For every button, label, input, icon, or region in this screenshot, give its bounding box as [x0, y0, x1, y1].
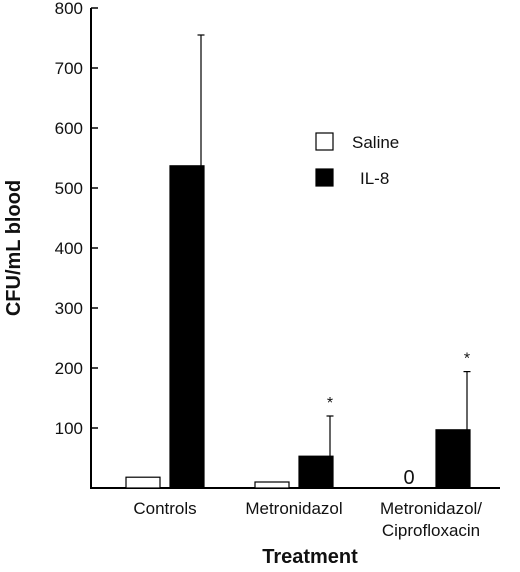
y-axis-title: CFU/mL blood — [3, 180, 25, 316]
y-tick-label: 200 — [55, 359, 83, 378]
legend-label: Saline — [352, 133, 399, 152]
y-tick-label: 800 — [55, 0, 83, 18]
bar-il-8-0 — [169, 165, 205, 489]
significance-marker: * — [327, 395, 333, 412]
significance-marker: * — [464, 351, 470, 368]
legend: Saline IL-8 — [315, 132, 399, 188]
x-category-label: Controls — [133, 499, 196, 518]
legend-swatch-il-8 — [315, 168, 334, 187]
x-category-label: Metronidazol/Ciprofloxacin — [380, 499, 482, 540]
y-tick-label: 100 — [55, 419, 83, 438]
x-axis-title: Treatment — [262, 546, 358, 568]
y-tick-label: 400 — [55, 239, 83, 258]
y-tick-label: 500 — [55, 179, 83, 198]
y-tick-label: 300 — [55, 299, 83, 318]
legend-label: IL-8 — [360, 169, 389, 188]
legend-swatch-saline — [315, 132, 334, 151]
bar-il-8-1 — [298, 455, 334, 489]
plot-area: 100 200 300 400 500 600 700 800 * * 0 Controls Metro… — [55, 0, 500, 540]
x-category-label: Metronidazol — [245, 499, 342, 518]
y-tick-label: 700 — [55, 59, 83, 78]
bar-saline-0 — [125, 476, 161, 489]
y-tick-label: 600 — [55, 119, 83, 138]
bar-saline-1 — [254, 481, 290, 489]
bar-il-8-2 — [435, 429, 471, 489]
zero-value-label: 0 — [403, 467, 414, 489]
